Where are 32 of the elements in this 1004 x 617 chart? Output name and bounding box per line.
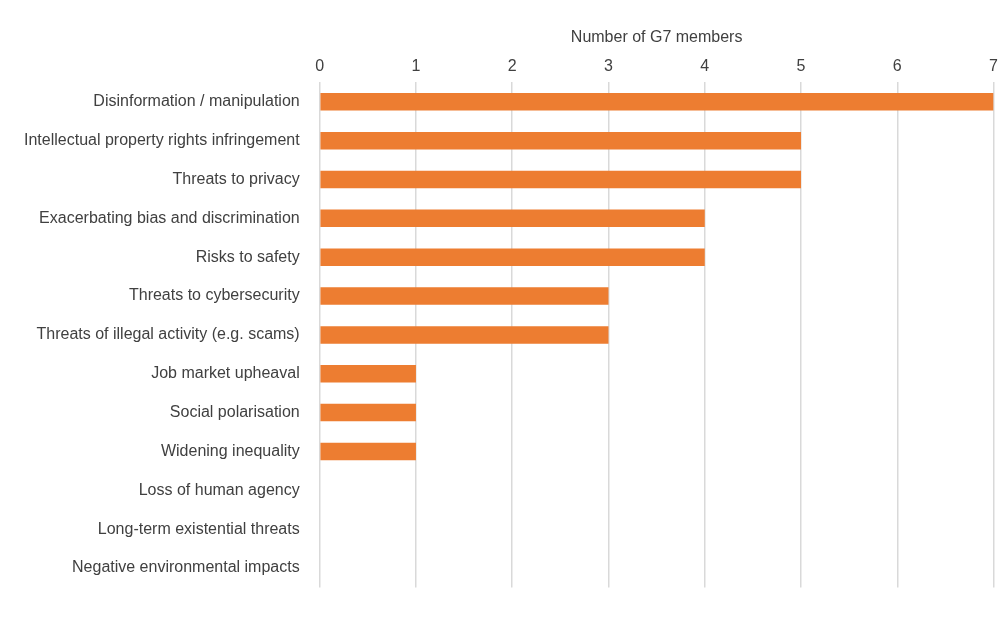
bar: [320, 248, 705, 266]
y-tick-label: Risks to safety: [195, 247, 300, 265]
x-tick-label: 5: [796, 57, 806, 75]
bar: [320, 442, 416, 461]
x-tick-label: 3: [604, 57, 614, 75]
x-tick-label: 4: [700, 57, 710, 75]
bar: [320, 287, 609, 305]
y-tick-label: Threats of illegal activity (e.g. scams): [36, 325, 300, 343]
bar: [320, 403, 416, 422]
y-tick-label: Threats to privacy: [172, 169, 300, 187]
y-tick-label: Social polarisation: [169, 403, 300, 420]
y-tick-label: Job market upheaval: [151, 364, 300, 382]
y-tick-label: Disinformation / manipulation: [93, 92, 300, 110]
x-tick-label: 0: [315, 57, 325, 75]
x-tick-label: 6: [892, 57, 902, 75]
x-tick-label: 1: [411, 57, 421, 75]
x-tick-label: 7: [989, 57, 999, 75]
bar: [320, 93, 994, 111]
x-tick-label: 2: [507, 57, 517, 75]
bar: [320, 131, 802, 150]
y-tick-label: Negative environmental impacts: [72, 558, 300, 576]
x-axis-title: Number of G7 members: [570, 28, 743, 46]
y-tick-label: Exacerbating bias and discrimination: [39, 208, 300, 226]
bar: [320, 209, 705, 228]
bar: [320, 365, 416, 383]
y-tick-label: Intellectual property rights infringement: [23, 131, 301, 149]
y-tick-label: Loss of human agency: [138, 480, 300, 498]
bar: [320, 326, 609, 344]
bar: [320, 170, 802, 189]
y-tick-label: Widening inequality: [160, 441, 300, 459]
y-tick-label: Long-term existential threats: [97, 519, 300, 537]
y-tick-label: Threats to cybersecurity: [128, 286, 300, 304]
